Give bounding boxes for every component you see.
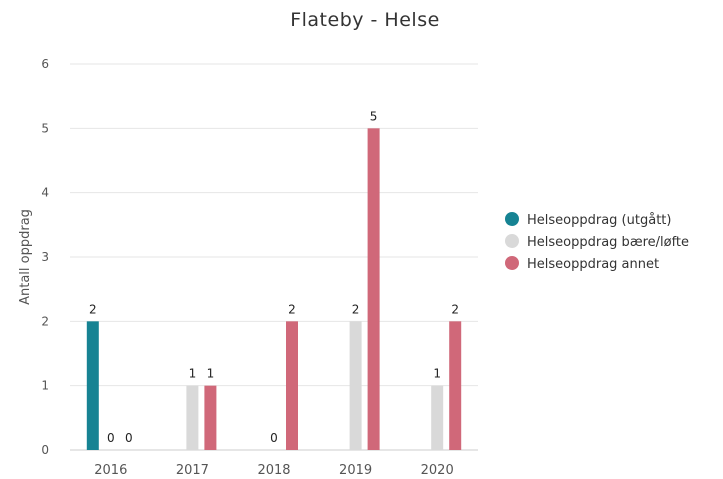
data-label: 2 <box>288 302 296 316</box>
data-label: 1 <box>207 367 215 381</box>
bar[interactable] <box>449 321 462 450</box>
bar[interactable] <box>349 321 362 450</box>
data-label: 2 <box>352 302 360 316</box>
bar[interactable] <box>86 321 99 450</box>
x-tick-label: 2018 <box>257 463 290 478</box>
bar[interactable] <box>204 385 217 450</box>
data-label: 0 <box>107 431 115 445</box>
legend-marker <box>505 234 519 248</box>
bars <box>86 128 462 451</box>
y-tick-label: 5 <box>41 121 49 135</box>
legend-marker <box>505 212 519 226</box>
gridlines <box>70 63 478 451</box>
x-tick-label: 2020 <box>421 463 454 478</box>
legend-label: Helseoppdrag bære/løfte <box>527 235 689 250</box>
legend-marker <box>505 256 519 270</box>
legend: Helseoppdrag (utgått) Helseoppdrag bære/l… <box>505 212 689 272</box>
y-tick-label: 6 <box>41 57 49 71</box>
bar[interactable] <box>431 385 444 450</box>
data-label: 0 <box>270 431 278 445</box>
chart-title: Flateby - Helse <box>290 9 440 31</box>
data-label: 1 <box>433 367 441 381</box>
data-label: 2 <box>89 302 97 316</box>
y-tick-label: 0 <box>41 443 49 457</box>
y-tick-label: 1 <box>41 379 49 393</box>
data-label: 5 <box>370 109 378 123</box>
y-tick-label: 4 <box>41 186 49 200</box>
bar[interactable] <box>186 385 199 450</box>
y-tick-label: 3 <box>41 250 49 264</box>
data-label: 2 <box>451 302 459 316</box>
y-axis-label: Antall oppdrag <box>18 209 33 305</box>
x-axis-ticks: 2016 2017 2018 2019 2020 <box>94 463 453 478</box>
y-axis-ticks: 0 1 2 3 4 5 6 <box>41 57 49 457</box>
x-tick-label: 2019 <box>339 463 372 478</box>
legend-label: Helseoppdrag annet <box>527 257 659 272</box>
legend-label: Helseoppdrag (utgått) <box>527 213 671 228</box>
data-label: 1 <box>189 367 197 381</box>
legend-item[interactable]: Helseoppdrag bære/løfte <box>505 234 689 250</box>
legend-item[interactable]: Helseoppdrag (utgått) <box>505 212 671 228</box>
y-tick-label: 2 <box>41 314 49 328</box>
x-tick-label: 2017 <box>176 463 209 478</box>
x-tick-label: 2016 <box>94 463 127 478</box>
bar[interactable] <box>286 321 298 450</box>
bar[interactable] <box>367 128 380 451</box>
legend-item[interactable]: Helseoppdrag annet <box>505 256 659 272</box>
data-label: 0 <box>125 431 133 445</box>
